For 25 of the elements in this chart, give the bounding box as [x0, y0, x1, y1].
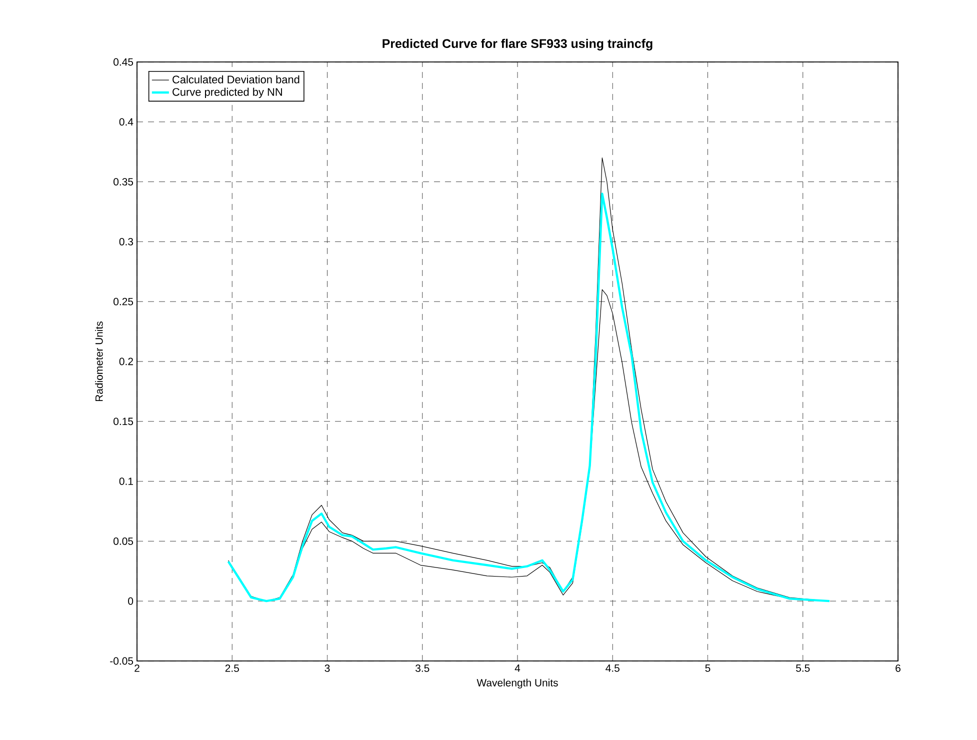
y-tick-label: 0.3 — [119, 238, 134, 246]
x-axis-title: Wavelength Units — [476, 678, 558, 689]
x-tick-label: 2 — [134, 664, 140, 672]
x-tick-label: 3 — [324, 664, 330, 672]
x-tick-label: 4 — [514, 664, 520, 672]
x-tick-label: 5 — [705, 664, 710, 672]
x-tick-label: 6 — [896, 664, 900, 672]
y-tick-label: 0.05 — [114, 537, 134, 545]
y-tick-label: 0.4 — [119, 118, 134, 126]
x-tick-label: 4.5 — [606, 664, 620, 672]
x-tick-label: 3.5 — [416, 664, 430, 672]
y-tick-label: 0.35 — [114, 178, 134, 186]
x-tick-label: 5.5 — [796, 664, 810, 672]
x-tick-label: 2.5 — [225, 664, 239, 672]
y-tick-label: 0.15 — [114, 418, 134, 426]
y-tick-label: -0.05 — [110, 657, 134, 665]
legend-label: Curve predicted by NN — [172, 88, 282, 98]
chart-title: Predicted Curve for flare SF933 using traincfg — [382, 38, 652, 50]
y-tick-label: 0 — [128, 597, 134, 605]
y-tick-label: 0.1 — [119, 478, 133, 485]
y-tick-label: 0.45 — [114, 58, 134, 66]
y-tick-label: 0.25 — [114, 298, 134, 306]
y-tick-label: 0.2 — [119, 358, 133, 366]
legend-label: Calculated Deviation band — [172, 75, 300, 84]
y-axis-title: Radiometer Units — [95, 321, 103, 402]
